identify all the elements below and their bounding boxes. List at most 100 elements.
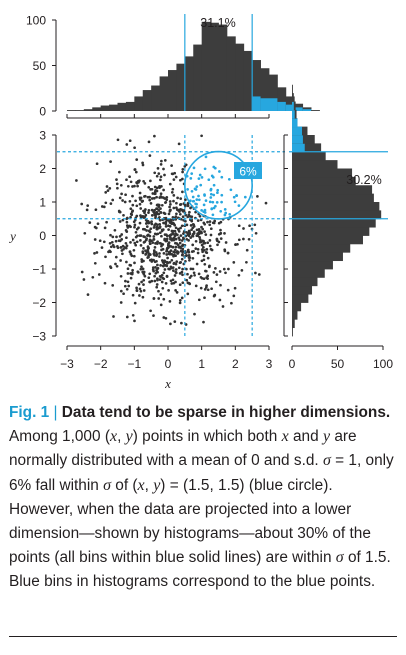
scatter-point — [214, 280, 218, 284]
scatter-point — [153, 171, 157, 175]
right-hist-bar — [292, 168, 353, 178]
scatter-point — [230, 301, 233, 305]
top-hist-blue-bar — [294, 107, 304, 111]
scatter-point-blue — [197, 177, 201, 180]
caption-var-y: y — [322, 428, 331, 446]
scatter-point — [183, 203, 187, 207]
scatter-point — [179, 178, 182, 182]
right-hist-x-tick-label: 0 — [289, 357, 296, 371]
scatter-point — [199, 286, 203, 290]
scatter-point — [172, 269, 175, 272]
scatter-point — [206, 277, 209, 280]
scatter-point-blue — [213, 166, 217, 170]
scatter-point — [149, 202, 153, 205]
scatter-point-blue — [190, 189, 194, 193]
scatter-point — [125, 260, 128, 264]
scatter-point — [114, 255, 118, 259]
scatter-y-tick-label: 2 — [39, 162, 46, 176]
scatter-point — [190, 215, 194, 219]
scatter-point — [86, 204, 90, 207]
scatter-point-blue — [208, 200, 212, 204]
scatter-point — [168, 200, 172, 203]
scatter-point — [133, 146, 136, 150]
scatter-point — [158, 255, 161, 258]
scatter-point — [204, 233, 208, 236]
scatter-point — [192, 232, 196, 235]
scatter-point — [108, 249, 111, 253]
scatter-point — [145, 229, 148, 232]
scatter-point-blue — [223, 208, 227, 211]
right-hist-bar — [292, 285, 313, 295]
figure-label: Fig. 1 — [9, 404, 50, 421]
scatter-point — [158, 186, 161, 189]
caption-text: are normally distributed with a mean of … — [9, 428, 357, 470]
scatter-point — [159, 163, 163, 166]
scatter-point — [154, 222, 158, 226]
scatter-point — [152, 258, 155, 262]
scatter-point — [178, 283, 182, 287]
scatter-point — [119, 274, 123, 278]
scatter-point — [102, 205, 106, 209]
scatter-point — [142, 278, 146, 282]
right-hist-blue-bar — [292, 101, 294, 111]
scatter-point — [171, 187, 175, 191]
scatter-point — [188, 230, 191, 233]
scatter-point — [148, 195, 151, 199]
scatter-point — [135, 181, 139, 185]
scatter-point — [196, 251, 200, 255]
right-hist-blue-bar — [292, 118, 298, 128]
caption-var-x: x — [137, 476, 145, 494]
scatter-point — [186, 281, 190, 285]
scatter-point — [196, 219, 200, 222]
scatter-point — [181, 170, 184, 174]
scatter-y-tick-label: −1 — [32, 263, 46, 277]
scatter-point — [142, 259, 145, 263]
scatter-point — [242, 227, 245, 230]
scatter-point — [218, 270, 222, 273]
top-hist-bar — [151, 85, 160, 111]
scatter-point — [147, 140, 151, 144]
scatter-point — [200, 243, 204, 247]
scatter-point-blue — [195, 205, 198, 209]
right-hist-bar — [292, 218, 376, 228]
scatter-point — [182, 209, 186, 212]
scatter-point — [124, 241, 128, 245]
scatter-point — [160, 234, 163, 238]
scatter-point — [88, 221, 92, 224]
scatter-point — [133, 218, 137, 222]
top-hist-bar — [134, 96, 144, 111]
scatter-point — [179, 203, 183, 206]
scatter-point — [149, 179, 152, 183]
scatter-point — [150, 214, 154, 217]
scatter-point — [158, 278, 162, 281]
scatter-point — [205, 248, 209, 251]
scatter-point — [245, 260, 248, 264]
scatter-point — [155, 252, 159, 256]
scatter-point — [174, 175, 178, 179]
scatter-point — [152, 235, 156, 238]
scatter-point — [170, 229, 174, 233]
caption-sigma: σ — [322, 452, 331, 470]
scatter-point — [138, 234, 142, 237]
scatter-point — [202, 221, 206, 225]
scatter-point — [131, 293, 135, 297]
scatter-point — [185, 237, 189, 241]
scatter-point — [165, 249, 169, 253]
scatter-point — [142, 235, 145, 238]
scatter-point — [160, 159, 163, 163]
scatter-point — [83, 231, 87, 235]
scatter-point — [209, 233, 213, 237]
scatter-point-blue — [209, 192, 213, 196]
right-hist-blue-bar — [292, 143, 305, 153]
scatter-y-tick-label: −3 — [32, 330, 46, 344]
scatter-point — [129, 276, 133, 280]
scatter-point-blue — [203, 193, 206, 196]
scatter-point — [217, 221, 221, 225]
scatter-point — [174, 237, 178, 241]
scatter-point — [159, 178, 162, 182]
scatter-point — [135, 227, 139, 231]
scatter-point — [216, 243, 219, 247]
top-hist-blue-bar — [277, 101, 287, 111]
caption-text: ) = (1.5, 1.5) (blue circle). However, w… — [9, 476, 371, 567]
scatter-point — [135, 286, 138, 290]
